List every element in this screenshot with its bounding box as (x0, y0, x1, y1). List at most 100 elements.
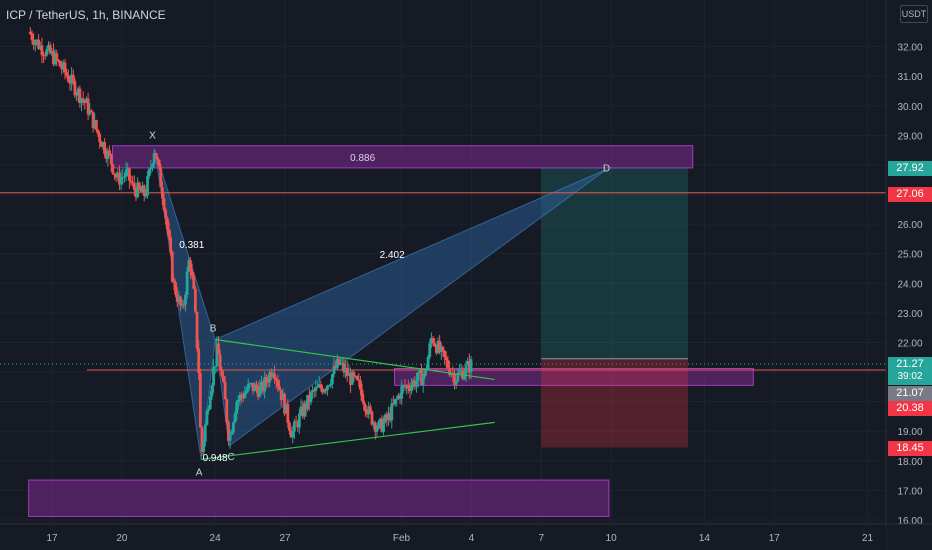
time-tick-label: 17 (769, 533, 781, 544)
candle (251, 383, 255, 392)
price-zone[interactable] (28, 479, 610, 517)
candle (299, 406, 303, 414)
candle (108, 150, 111, 155)
candle (55, 53, 59, 60)
time-tick-label: 4 (469, 533, 475, 544)
price-tick-label: 23.00 (897, 309, 922, 320)
price-tick-label: 22.00 (897, 338, 922, 349)
candle (288, 422, 291, 431)
candle (127, 168, 131, 181)
candle (392, 403, 395, 405)
price-tick-label: 17.00 (897, 486, 922, 497)
candle (152, 153, 156, 165)
zone-label: 0.886 (350, 153, 375, 164)
candle (294, 421, 298, 423)
candle (170, 251, 174, 282)
candle (411, 380, 415, 385)
candle (38, 45, 42, 49)
trendline[interactable] (215, 338, 495, 381)
time-axis[interactable] (0, 524, 886, 550)
candle (307, 394, 311, 403)
candle (228, 434, 232, 441)
candle (159, 166, 163, 188)
time-tick-label: 24 (210, 533, 222, 544)
candle (317, 384, 321, 387)
pattern-bcd-triangle[interactable] (214, 168, 607, 447)
candle (360, 389, 364, 401)
candle (456, 373, 460, 382)
candle (372, 422, 376, 425)
candle (395, 398, 399, 400)
candle (256, 388, 260, 397)
candle (304, 403, 308, 410)
candle (157, 159, 161, 167)
currency-button[interactable]: USDT (900, 5, 928, 23)
candle (289, 430, 293, 438)
candle (420, 370, 423, 386)
candle (160, 187, 164, 199)
candle (276, 380, 280, 387)
candle (311, 390, 314, 393)
candle (428, 343, 432, 358)
candle (222, 375, 225, 382)
candle (151, 164, 154, 168)
candle (42, 55, 45, 57)
trendline[interactable] (201, 421, 495, 460)
candle (81, 98, 85, 101)
candle (449, 373, 453, 376)
candle (443, 350, 447, 358)
candle (123, 176, 126, 178)
price-axis[interactable] (886, 0, 932, 550)
candle (359, 380, 362, 390)
candle (398, 395, 402, 399)
candle (129, 180, 133, 183)
candle (297, 413, 301, 428)
candle (322, 389, 326, 393)
candle (434, 346, 438, 353)
candle (250, 383, 253, 385)
candle (418, 370, 422, 373)
candle (205, 410, 209, 425)
candle (253, 384, 257, 392)
candle (357, 379, 361, 381)
candle (179, 296, 182, 306)
candle (286, 403, 290, 423)
candle (94, 120, 98, 130)
sl-price-tag: 18.45 (888, 441, 932, 456)
candle (314, 386, 318, 391)
candle (227, 422, 230, 441)
candle (65, 72, 69, 76)
candle (156, 157, 159, 160)
last-price-value: 21.27 (896, 358, 924, 370)
candle (355, 376, 359, 380)
candle (261, 382, 265, 392)
position-stop-zone[interactable] (541, 358, 689, 448)
candle (172, 281, 176, 283)
candle (263, 377, 267, 392)
price-zone[interactable] (394, 368, 754, 386)
candle (142, 185, 146, 196)
candle (334, 365, 338, 369)
candle (111, 164, 115, 174)
candle (284, 403, 288, 414)
candle (362, 400, 366, 405)
candle (451, 373, 455, 375)
candle (137, 182, 141, 189)
price-tick-label: 16.00 (897, 516, 922, 527)
symbol-title[interactable]: ICP / TetherUS, 1h, BINANCE (6, 8, 166, 22)
candle (335, 358, 339, 369)
candle (293, 421, 296, 432)
time-tick-label: 21 (862, 533, 874, 544)
candle (365, 411, 369, 415)
candle (118, 172, 121, 185)
candle (302, 403, 306, 417)
candle (37, 39, 41, 49)
candle (258, 386, 262, 397)
candle (90, 110, 93, 112)
candle (352, 371, 356, 377)
candle (200, 427, 204, 452)
time-tick-label: Feb (393, 533, 411, 544)
candle (426, 357, 430, 370)
candle (177, 296, 181, 302)
